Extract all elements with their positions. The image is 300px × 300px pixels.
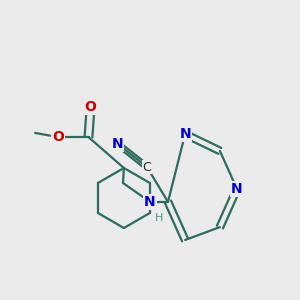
Text: N: N	[144, 195, 156, 209]
Text: N: N	[179, 127, 191, 141]
Text: N: N	[112, 137, 124, 151]
Text: O: O	[85, 100, 97, 114]
Text: N: N	[231, 182, 243, 196]
Text: O: O	[52, 130, 64, 144]
Text: C: C	[142, 160, 152, 174]
Text: H: H	[155, 213, 163, 224]
